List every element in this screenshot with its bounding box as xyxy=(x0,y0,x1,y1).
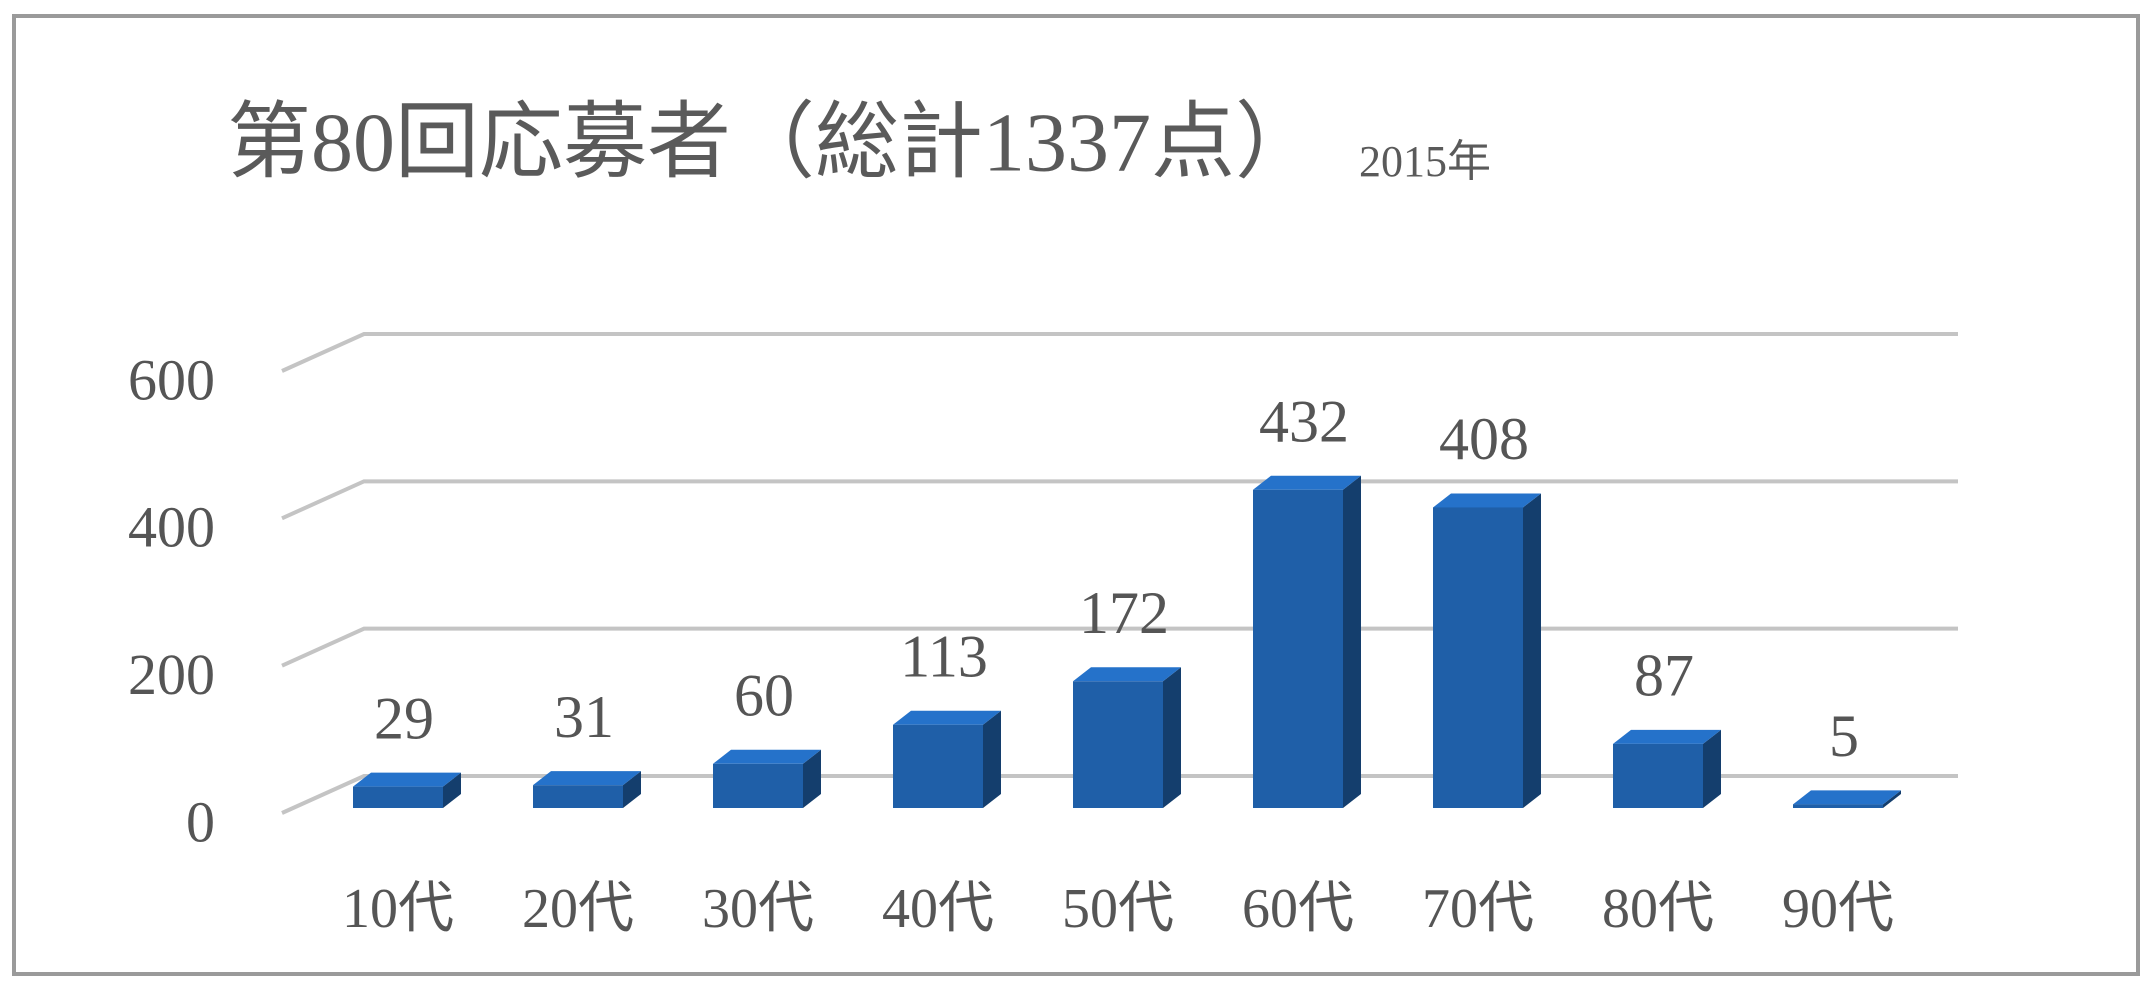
chart-subtitle: 2015年 xyxy=(1359,137,1491,186)
bar-side xyxy=(443,772,461,808)
x-tick-label: 80代 xyxy=(1602,878,1714,940)
x-tick-label: 10代 xyxy=(342,878,454,940)
bar xyxy=(1433,493,1541,808)
value-label: 87 xyxy=(1634,643,1694,709)
bar-side xyxy=(1703,729,1721,808)
bar-front xyxy=(1793,804,1883,808)
grid-line xyxy=(281,774,1958,815)
bar-top xyxy=(1073,667,1181,682)
chart-title: 第80回応募者（総計1337点） xyxy=(227,96,1319,189)
grid-line xyxy=(281,626,1958,668)
x-tick-label: 20代 xyxy=(522,878,634,940)
value-label: 172 xyxy=(1079,580,1169,646)
x-tick-label: 70代 xyxy=(1422,878,1534,940)
bar xyxy=(1613,729,1721,808)
bar-front xyxy=(1253,489,1343,808)
y-tick-label: 200 xyxy=(128,642,215,707)
bar-front xyxy=(1433,507,1523,808)
bar xyxy=(893,710,1001,808)
value-label: 31 xyxy=(554,684,614,750)
bar xyxy=(713,749,821,808)
bar-top xyxy=(353,772,461,787)
bar xyxy=(533,771,641,808)
bar-side xyxy=(803,749,821,808)
value-label: 60 xyxy=(734,663,794,729)
frame xyxy=(12,14,2140,976)
bar-side xyxy=(1343,475,1361,808)
value-label: 432 xyxy=(1259,389,1349,455)
bar-top xyxy=(1433,493,1541,508)
y-tick-label: 600 xyxy=(128,347,215,412)
x-tick-label: 60代 xyxy=(1242,878,1354,940)
bar-side xyxy=(623,771,641,808)
bar-side xyxy=(983,710,1001,808)
grid-line xyxy=(281,332,1958,373)
bar-side xyxy=(1523,493,1541,808)
value-label: 29 xyxy=(374,685,434,751)
value-label: 113 xyxy=(900,624,988,690)
bar-front xyxy=(713,763,803,808)
bar-top xyxy=(1613,729,1721,744)
x-tick-label: 50代 xyxy=(1062,878,1174,940)
bar-front xyxy=(533,785,623,808)
value-label: 408 xyxy=(1439,406,1529,472)
bar-top xyxy=(533,771,641,786)
bar-front xyxy=(1613,743,1703,808)
x-tick-label: 40代 xyxy=(882,878,994,940)
bar-front xyxy=(353,786,443,808)
bar xyxy=(1073,667,1181,808)
bar xyxy=(1793,790,1901,808)
bar-top xyxy=(893,710,1001,725)
y-tick-label: 0 xyxy=(186,789,215,854)
bar-front xyxy=(893,724,983,808)
value-label: 5 xyxy=(1829,703,1859,769)
bar xyxy=(353,772,461,808)
bar-top xyxy=(713,749,821,764)
bar-side xyxy=(1163,667,1181,808)
x-tick-label: 30代 xyxy=(702,878,814,940)
bar-front xyxy=(1073,681,1163,808)
bar-side xyxy=(1883,790,1901,808)
bar-top xyxy=(1253,475,1361,490)
bar xyxy=(1253,475,1361,808)
x-tick-label: 90代 xyxy=(1782,878,1894,940)
y-tick-label: 400 xyxy=(128,495,215,560)
bar-top xyxy=(1793,790,1901,805)
grid-line xyxy=(281,479,1958,521)
